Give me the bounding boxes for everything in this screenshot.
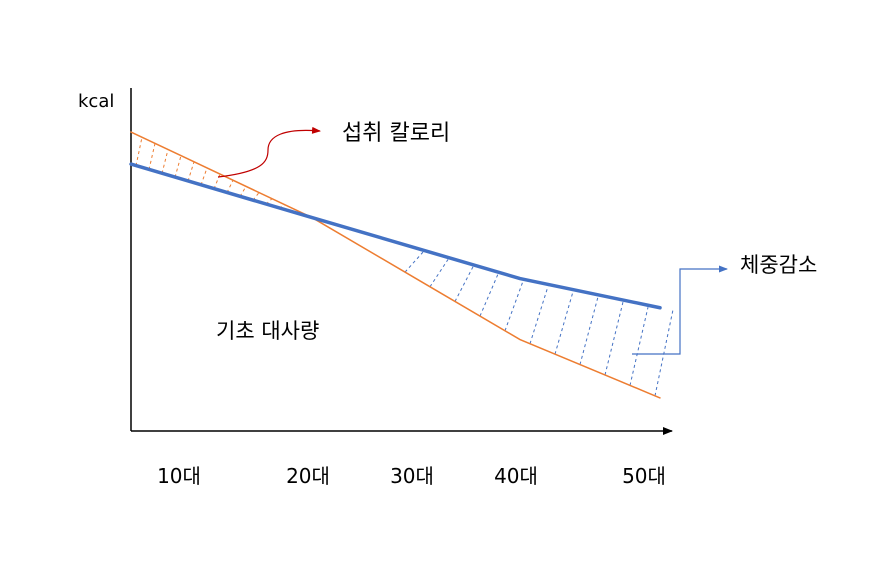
x-tick-label: 30대	[390, 464, 434, 488]
deficit-hatch-line	[454, 266, 474, 302]
deficit-hatch-line	[629, 307, 649, 386]
intake-arrow	[217, 126, 321, 178]
deficit-hatch-line	[554, 291, 574, 355]
intake-label: 섭취 칼로리	[342, 121, 450, 146]
surplus-hatch-line	[226, 180, 234, 193]
weight-loss-arrow	[632, 265, 728, 355]
deficit-hatch-line	[504, 281, 524, 331]
deficit-hatch	[404, 251, 674, 396]
surplus-hatch-line	[174, 155, 182, 178]
deficit-hatch-line	[479, 273, 499, 317]
deficit-hatch-line	[604, 301, 624, 376]
deficit-hatch-line	[404, 251, 424, 273]
deficit-hatch-line	[529, 286, 549, 344]
intake-line	[130, 131, 661, 399]
bmr-label: 기초 대사량	[216, 319, 319, 343]
deficit-hatch-line	[579, 296, 599, 365]
y-axis-label: kcal	[78, 91, 114, 112]
weight-loss-label: 체중감소	[740, 253, 817, 277]
surplus-hatch-line	[135, 137, 143, 166]
series-layer	[129, 131, 662, 399]
surplus-hatch-line	[200, 167, 208, 186]
surplus-hatch-line	[148, 143, 156, 170]
x-tick-labels: 10대 20대 30대 40대 50대	[157, 464, 666, 488]
deficit-hatch-line	[429, 259, 449, 288]
x-tick-label: 50대	[622, 464, 666, 488]
deficit-hatch-line	[654, 309, 674, 396]
surplus-hatch-line	[161, 149, 169, 174]
bmr-line	[129, 162, 662, 310]
x-tick-label: 10대	[157, 464, 201, 488]
x-tick-label: 20대	[286, 464, 330, 488]
x-tick-label: 40대	[494, 464, 538, 488]
surplus-hatch-line	[187, 161, 195, 182]
